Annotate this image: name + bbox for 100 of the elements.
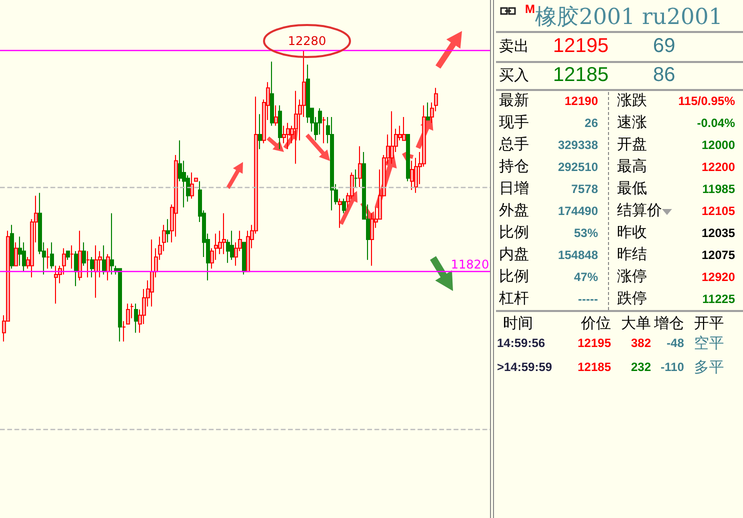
- candlestick: [134, 303, 138, 334]
- candlestick: [86, 250, 90, 278]
- candlestick: [102, 244, 106, 275]
- candlestick: [118, 268, 122, 342]
- text: 总手: [499, 136, 529, 153]
- candlestick: [94, 244, 98, 298]
- candlestick: [122, 320, 126, 342]
- text: -48: [666, 336, 684, 350]
- candlestick: [274, 104, 278, 126]
- text: 12185: [578, 360, 611, 374]
- text: 329338: [558, 138, 598, 152]
- text: 空平: [694, 335, 724, 352]
- candlestick: [54, 265, 58, 304]
- candlestick: [166, 218, 170, 243]
- candlestick: [358, 146, 362, 188]
- candlestick: [342, 198, 346, 214]
- candlestick: [390, 110, 394, 164]
- candlestick: [50, 242, 54, 270]
- text: 115/0.95%: [678, 94, 735, 108]
- candlestick: [426, 102, 430, 120]
- text: 53%: [574, 226, 598, 240]
- text: 持仓: [499, 158, 529, 175]
- candlestick: [150, 239, 154, 308]
- text: >14:59:59: [497, 360, 552, 374]
- candlestick: [90, 256, 94, 278]
- candlestick: [110, 212, 114, 275]
- text: 12185: [553, 64, 609, 86]
- text: 卖出: [499, 38, 529, 55]
- candlestick: [82, 242, 86, 266]
- category-label: 价位: [581, 314, 611, 334]
- candlestick: [402, 116, 406, 141]
- text: 12200: [702, 160, 735, 174]
- text: 内盘: [499, 246, 529, 263]
- text: 结算价: [617, 202, 662, 219]
- text: 7578: [571, 182, 598, 196]
- candlestick: [190, 172, 194, 200]
- text: 橡胶2001 ru2001: [535, 4, 723, 32]
- candlestick: [222, 212, 226, 255]
- text: 12075: [702, 248, 735, 262]
- text: 12280: [288, 34, 326, 48]
- candlestick: [46, 248, 50, 270]
- text: 现手: [499, 114, 529, 131]
- candlestick: [410, 160, 414, 190]
- text: 杠杆: [499, 290, 529, 307]
- text: 26: [584, 116, 598, 130]
- text: 速涨: [617, 114, 647, 131]
- candlestick: [338, 198, 342, 228]
- text: 292510: [558, 160, 598, 174]
- text: -0.04%: [696, 116, 735, 130]
- candlestick: [14, 242, 18, 266]
- candlestick: [258, 114, 262, 150]
- candlestick: [330, 116, 334, 211]
- text: 比例: [499, 224, 529, 241]
- candlestick: [10, 224, 14, 270]
- text: 12035: [702, 226, 735, 240]
- text: 86: [653, 64, 676, 86]
- candlestick: [70, 244, 74, 270]
- text: 12920: [702, 270, 735, 284]
- candlestick: [270, 61, 274, 126]
- text: 12190: [564, 94, 598, 108]
- text: 多平: [694, 359, 724, 376]
- text: 69: [653, 35, 676, 57]
- text: 昨收: [617, 224, 647, 241]
- candlestick: [354, 169, 358, 188]
- category-label: 开平: [694, 314, 724, 334]
- candlestick: [106, 254, 110, 281]
- text: 12195: [553, 35, 609, 57]
- text: 跌停: [617, 290, 647, 307]
- candlestick: [74, 250, 78, 287]
- text: -110: [660, 360, 684, 374]
- candlestick: [406, 134, 410, 182]
- text: 最高: [617, 158, 647, 175]
- text: 涨跌: [617, 92, 647, 109]
- text: 11225: [702, 292, 735, 306]
- text: 382: [630, 336, 651, 350]
- text: 47%: [574, 270, 598, 284]
- text: 比例: [499, 268, 529, 285]
- candlestick: [286, 122, 290, 150]
- text: 154848: [558, 248, 598, 262]
- candlestick: [230, 230, 234, 260]
- category-label: 时间: [503, 314, 533, 334]
- text: 日增: [499, 180, 529, 197]
- text: 最新: [499, 92, 529, 109]
- text: 开盘: [617, 136, 647, 153]
- text: 232: [630, 360, 651, 374]
- text: 174490: [558, 204, 598, 218]
- candlestick: [278, 104, 282, 150]
- text: 12195: [578, 336, 611, 350]
- text: M: [525, 2, 535, 16]
- candlestick: [294, 90, 298, 164]
- text: 涨停: [617, 268, 647, 285]
- candlestick: [126, 303, 130, 325]
- text: 14:59:56: [497, 336, 546, 350]
- text: 昨结: [617, 246, 647, 263]
- text: 买入: [499, 67, 529, 84]
- text: 12105: [702, 204, 735, 218]
- text: 最低: [617, 180, 647, 197]
- text: 外盘: [499, 202, 529, 219]
- candlestick: [78, 230, 82, 281]
- text: -----: [578, 292, 598, 306]
